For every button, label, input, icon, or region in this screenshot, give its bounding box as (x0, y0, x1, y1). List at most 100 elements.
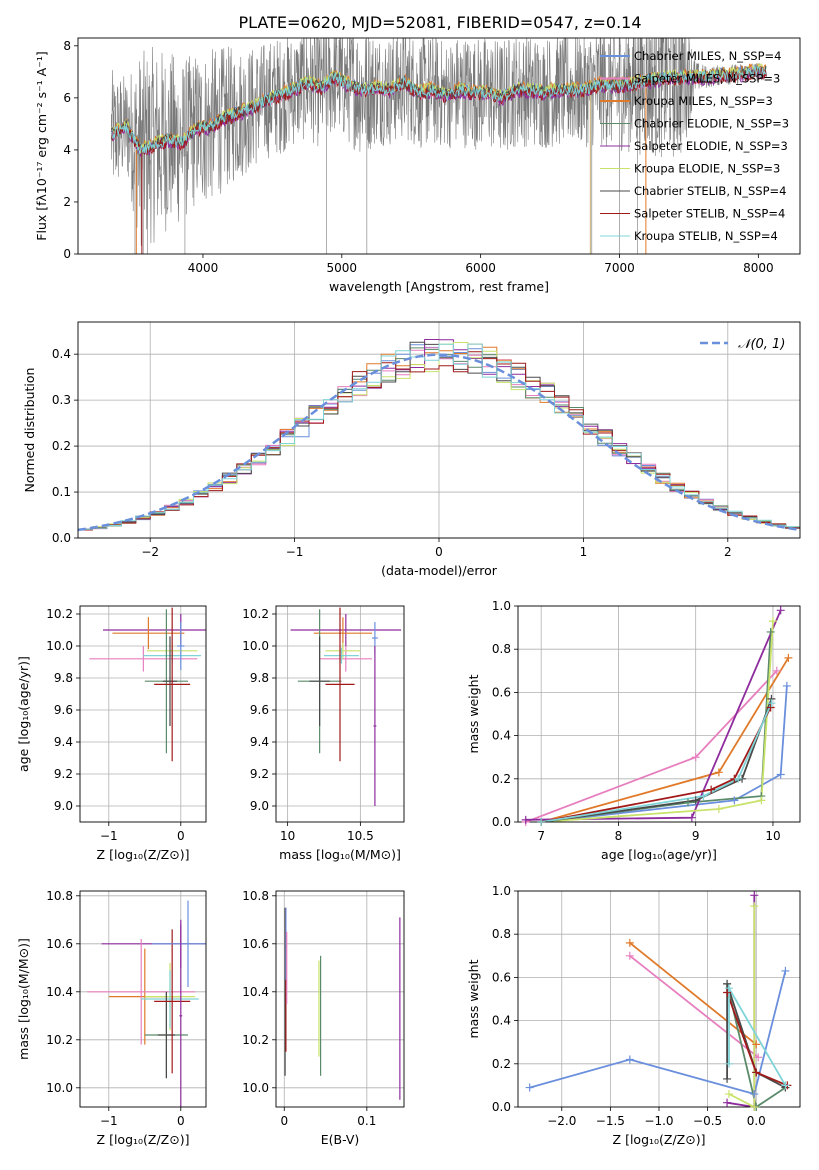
y-tick-label: 9.0 (54, 799, 73, 813)
mass-weight-point (525, 1083, 534, 1092)
mass-weight-point (772, 666, 781, 675)
mass-weight-point (750, 1090, 759, 1099)
y-tick-label: 10.2 (242, 607, 269, 621)
panel-age-vs-Z: −1 0 9.0 9.2 9.4 9.6 9.8 10.0 10.2 Z [log₁₀(Z/Z⊙)… (16, 605, 207, 862)
y-tick-label: 9.4 (54, 735, 73, 749)
mass-weight-point (687, 813, 696, 822)
x-axis-label: Z [log₁₀(Z/Z⊙)] (613, 1132, 706, 1147)
y-tick-label: 10.2 (46, 1033, 73, 1047)
mass-weight-point (683, 798, 692, 807)
mass-weight-point (750, 891, 759, 900)
plot-area-mass-vs-Z (87, 900, 206, 1107)
y-axis-label: Normed distribution (22, 368, 37, 493)
x-tick-label: −1 (286, 545, 304, 559)
y-tick-label: 0.0 (492, 815, 511, 829)
y-tick-label: 9.0 (250, 799, 269, 813)
mass-weight-line (629, 942, 757, 1046)
model-spectrum-line (110, 65, 767, 154)
legend-label: Chabrier ELODIE, N_SSP=3 (634, 117, 789, 131)
axes-frame (275, 605, 405, 823)
panel-mass-vs-Z: −1 0 10.0 10.2 10.4 10.6 10.8 Z [log₁₀(Z/Z⊙)] ma… (16, 889, 207, 1147)
axes-frame (517, 605, 801, 823)
x-tick-label: 0 (177, 1114, 185, 1128)
mass-weight-point (723, 1098, 732, 1107)
mass-weight-point (723, 1074, 732, 1083)
y-tick-label: 10.0 (46, 1081, 73, 1095)
mass-weight-point (776, 770, 785, 779)
mass-weight-line (529, 970, 787, 1096)
x-tick-label: −1 (100, 1114, 118, 1128)
x-tick-label: 9 (692, 829, 700, 843)
legend-label: Chabrier MILES, N_SSP=4 (634, 49, 781, 63)
panel-mass-weight-vs-age: 7 8 9 10 0.0 0.2 0.4 0.6 0.8 1.0 age [log₁₀(age/yr… (466, 599, 801, 862)
x-tick-label: −2.0 (547, 1114, 576, 1128)
mass-weight-point (537, 818, 546, 826)
x-tick-label: 0 (177, 829, 185, 843)
x-axis-label: age [log₁₀(age/yr)] (601, 847, 717, 862)
plot-area-age-vs-Z (89, 607, 206, 762)
y-tick-label: 0.4 (52, 347, 71, 361)
y-tick-label: 10.8 (46, 889, 73, 903)
mass-weight-point (750, 1103, 759, 1111)
x-axis-label: mass [log₁₀(M/M⊙)] (279, 847, 401, 862)
x-tick-label: 2 (724, 545, 732, 559)
mass-weight-point (781, 966, 790, 975)
y-tick-label: 10.2 (46, 607, 73, 621)
mass-weight-point (723, 979, 732, 988)
y-tick-label: 9.4 (250, 735, 269, 749)
x-tick-label: 6000 (465, 261, 496, 275)
y-tick-label: 4 (63, 143, 71, 157)
y-tick-label: 9.2 (250, 767, 269, 781)
mass-weight-point (766, 703, 775, 712)
x-tick-label: 0 (435, 545, 443, 559)
panel-age-vs-mass: 10 10.5 9.0 9.2 9.4 9.6 9.8 10.0 10.2 mass [log₁₀… (242, 605, 405, 862)
y-tick-label: 10.2 (242, 1033, 269, 1047)
mass-weight-point (625, 938, 634, 947)
axes-frame (79, 890, 207, 1108)
y-tick-label: 6 (63, 91, 71, 105)
mass-weight-point (767, 699, 776, 708)
plot-area-age-vs-mass (290, 607, 402, 806)
y-tick-label: 9.6 (54, 703, 73, 717)
y-tick-label: 10.0 (242, 639, 269, 653)
x-axis-label: (data-model)/error (381, 563, 498, 578)
plot-area-spectrum (110, 38, 767, 254)
x-tick-label: 8 (615, 829, 623, 843)
y-axis-label: mass weight (466, 674, 481, 753)
observed-spectrum-line (111, 38, 767, 246)
legend-label: Kroupa STELIB, N_SSP=4 (634, 229, 778, 243)
x-tick-label: 1 (580, 545, 588, 559)
y-tick-label: 8 (63, 39, 71, 53)
x-tick-label: −2 (141, 545, 159, 559)
mass-weight-point (625, 1055, 634, 1064)
y-axis-label: Flux [fλ10⁻¹⁷ erg cm⁻² s⁻¹ A⁻¹] (34, 51, 49, 240)
y-tick-label: 0.0 (492, 1100, 511, 1114)
y-axis-label: age [log₁₀(age/yr)] (16, 656, 31, 772)
y-tick-label: 0.6 (492, 970, 511, 984)
mass-weight-point (781, 1081, 790, 1090)
y-tick-label: 0.6 (492, 685, 511, 699)
mass-weight-line (726, 983, 786, 1089)
mass-weight-point (707, 785, 716, 794)
figure-title: PLATE=0620, MJD=52081, FIBERID=0547, z=0… (238, 13, 641, 32)
panel-residuals: −2 −1 0 1 2 0.0 0.1 0.2 0.3 0.4 (data-model)/error… (22, 321, 801, 578)
axes-frame (517, 890, 801, 1108)
plot-area-mass-vs-EBV (284, 907, 401, 1100)
x-tick-label: 0.0 (747, 1114, 766, 1128)
y-tick-label: 0.1 (52, 485, 71, 499)
legend-label: Kroupa MILES, N_SSP=3 (634, 94, 773, 108)
mass-weight-point (768, 617, 777, 626)
y-axis-label: mass [log₁₀(M/M⊙)] (16, 938, 31, 1060)
axes-frame (77, 37, 801, 255)
mass-weight-point (734, 774, 743, 783)
panel-mass-vs-EBV: 0 0.1 10.0 10.2 10.4 10.6 10.8 E(B-V) (242, 889, 405, 1147)
mass-weight-point (725, 1090, 734, 1099)
axes-frame (275, 890, 405, 1108)
legend-label: 𝒩(0, 1) (738, 337, 785, 352)
mass-weight-point (757, 796, 766, 805)
mass-weight-line (728, 906, 756, 1107)
mass-weight-line (541, 707, 772, 822)
y-tick-label: 10.4 (242, 985, 269, 999)
